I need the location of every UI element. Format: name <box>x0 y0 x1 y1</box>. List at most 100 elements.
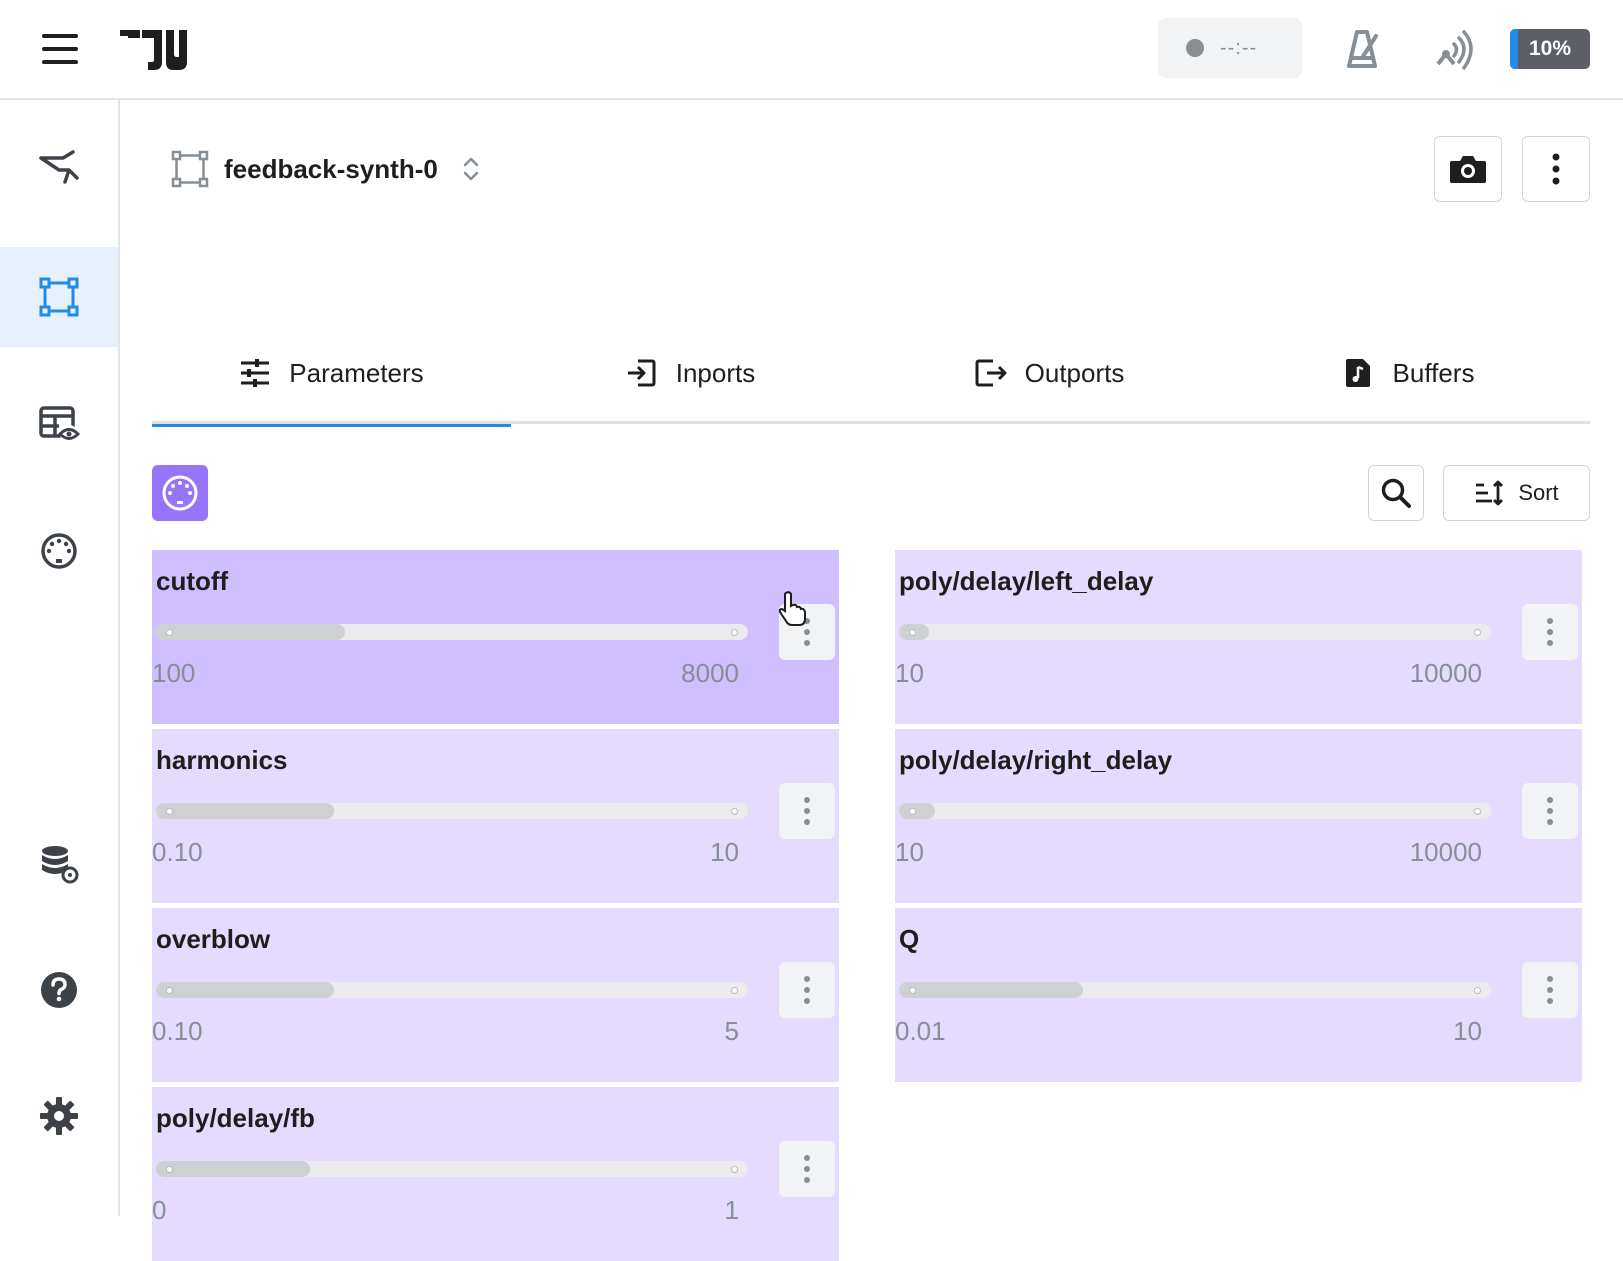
slider-fill <box>899 803 935 819</box>
parameter-card: harmonics 0.10 10 <box>152 729 839 903</box>
device-frame-icon <box>171 150 209 188</box>
sidebar-item-resources[interactable] <box>0 814 118 914</box>
parameter-max: 10 <box>1453 1016 1482 1046</box>
parameter-menu-button[interactable] <box>1522 604 1578 660</box>
more-vertical-icon <box>1552 153 1560 185</box>
midi-mapping-button[interactable] <box>152 465 208 521</box>
parameter-min: 0.10 <box>152 1016 203 1046</box>
tab-label: Outports <box>1024 357 1125 388</box>
sidebar-item-device[interactable] <box>0 247 118 347</box>
slider-min-marker <box>909 629 916 636</box>
slider-min-marker <box>166 987 173 994</box>
search-icon <box>1381 478 1411 508</box>
sort-button[interactable]: Sort <box>1443 465 1590 521</box>
audio-file-icon <box>1345 359 1370 387</box>
parameter-name: overblow <box>156 924 271 954</box>
device-selector[interactable]: feedback-synth-0 <box>152 144 482 194</box>
tab-parameters[interactable]: Parameters <box>152 322 511 427</box>
broadcast-icon[interactable] <box>1426 26 1474 74</box>
cpu-load-label: 10% <box>1528 37 1572 60</box>
sidebar-item-midi[interactable] <box>0 501 118 601</box>
parameter-slider[interactable] <box>156 982 748 998</box>
tab-inports[interactable]: Inports <box>511 322 870 424</box>
menu-icon[interactable] <box>30 24 90 74</box>
slider-max-marker <box>1474 629 1481 636</box>
parameter-name: Q <box>899 924 920 954</box>
parameter-slider[interactable] <box>899 982 1491 998</box>
slider-fill <box>156 982 334 998</box>
slider-fill <box>899 982 1083 998</box>
sidebar-item-settings[interactable] <box>0 1066 118 1166</box>
more-vertical-icon <box>804 1155 810 1183</box>
cpu-load-fill <box>1510 29 1518 69</box>
gear-icon <box>40 1097 78 1135</box>
parameter-min: 100 <box>152 658 196 688</box>
device-name: feedback-synth-0 <box>224 153 438 184</box>
parameter-slider[interactable] <box>156 624 748 640</box>
record-icon <box>1186 39 1204 57</box>
slider-fill <box>156 803 334 819</box>
parameter-menu-button[interactable] <box>1522 783 1578 839</box>
parameter-menu-button[interactable] <box>779 604 835 660</box>
top-bar: --:-- 10% <box>0 0 1623 100</box>
tab-buffers[interactable]: Buffers <box>1229 322 1588 424</box>
search-button[interactable] <box>1368 465 1424 521</box>
parameter-slider[interactable] <box>899 624 1491 640</box>
parameter-slider[interactable] <box>156 803 748 819</box>
main-panel: feedback-synth-0 Parameters <box>152 100 1590 1261</box>
sliders-icon <box>241 359 270 387</box>
sidebar-item-graph[interactable] <box>0 120 118 220</box>
slider-max-marker <box>731 808 738 815</box>
parameter-name: harmonics <box>156 745 288 775</box>
parameter-name: poly/delay/fb <box>156 1103 315 1133</box>
parameter-slider[interactable] <box>156 1161 748 1177</box>
midi-icon <box>41 533 77 569</box>
parameter-max: 8000 <box>681 658 739 688</box>
tab-label: Inports <box>675 357 756 388</box>
parameter-card: poly/delay/fb 0 1 <box>152 1087 839 1261</box>
app-logo <box>120 30 187 70</box>
sidebar-item-instances[interactable] <box>0 374 118 474</box>
sidebar-item-help[interactable] <box>0 940 118 1040</box>
parameter-menu-button[interactable] <box>779 783 835 839</box>
table-view-icon <box>39 406 81 443</box>
parameter-min: 0.10 <box>152 837 203 867</box>
parameter-card: poly/delay/right_delay 10 10000 <box>895 729 1582 903</box>
more-vertical-icon <box>804 618 810 646</box>
parameter-menu-button[interactable] <box>779 962 835 1018</box>
tab-label: Buffers <box>1392 357 1475 388</box>
record-widget[interactable]: --:-- <box>1158 18 1302 78</box>
parameter-slider[interactable] <box>899 803 1491 819</box>
parameter-name: cutoff <box>156 566 229 596</box>
parameter-menu-button[interactable] <box>779 1141 835 1197</box>
metronome-icon[interactable] <box>1338 26 1386 74</box>
parameter-card: Q 0.01 10 <box>895 908 1582 1082</box>
parameter-card: cutoff 100 8000 <box>152 550 839 724</box>
parameter-max: 10000 <box>1409 837 1482 867</box>
record-time: --:-- <box>1220 36 1258 59</box>
parameter-menu-button[interactable] <box>1522 962 1578 1018</box>
chevron-up-down-icon[interactable] <box>460 154 482 184</box>
device-frame-icon <box>39 277 79 317</box>
parameter-max: 5 <box>724 1016 739 1046</box>
more-vertical-icon <box>1547 976 1553 1004</box>
device-menu-button[interactable] <box>1522 136 1590 202</box>
slider-min-marker <box>166 629 173 636</box>
tab-label: Parameters <box>289 357 424 388</box>
parameter-card: poly/delay/left_delay 10 10000 <box>895 550 1582 724</box>
parameter-min: 0 <box>152 1195 167 1225</box>
tab-outports[interactable]: Outports <box>870 322 1229 424</box>
graph-icon <box>39 150 79 184</box>
parameter-max: 1 <box>724 1195 739 1225</box>
parameter-max: 10 <box>710 837 739 867</box>
parameter-min: 10 <box>895 837 924 867</box>
slider-min-marker <box>166 808 173 815</box>
tab-bar: Parameters Inports Outports Buffers <box>152 322 1590 427</box>
midi-icon <box>162 475 198 511</box>
parameter-min: 10 <box>895 658 924 688</box>
cpu-load-badge: 10% <box>1510 29 1590 69</box>
slider-fill <box>156 624 345 640</box>
slider-min-marker <box>166 1166 173 1173</box>
snapshot-button[interactable] <box>1434 136 1502 202</box>
parameter-min: 0.01 <box>895 1016 946 1046</box>
